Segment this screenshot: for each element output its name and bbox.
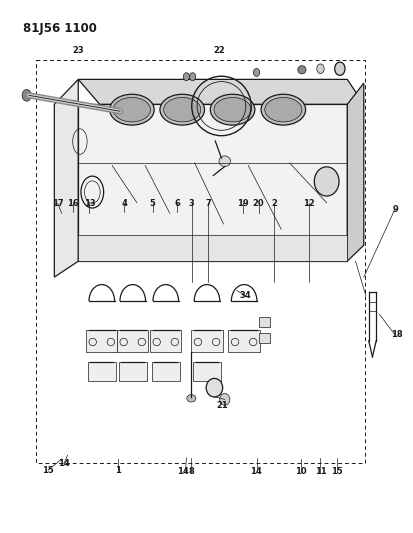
Bar [86, 330, 117, 352]
Text: 16: 16 [67, 199, 78, 208]
Ellipse shape [113, 98, 150, 122]
Ellipse shape [109, 94, 154, 125]
Text: 81J56 1100: 81J56 1100 [23, 22, 97, 35]
Bar [117, 330, 148, 352]
Text: 18: 18 [390, 330, 401, 339]
Text: 17: 17 [52, 199, 63, 208]
Polygon shape [78, 104, 347, 261]
Ellipse shape [334, 62, 344, 75]
Text: 14: 14 [58, 459, 69, 468]
Bar [36, 60, 364, 463]
Text: 21: 21 [216, 401, 228, 410]
Ellipse shape [214, 98, 251, 122]
Text: 6: 6 [174, 199, 180, 208]
Ellipse shape [159, 94, 204, 125]
Polygon shape [78, 235, 347, 261]
Ellipse shape [22, 90, 31, 101]
Text: 34: 34 [239, 290, 250, 300]
Ellipse shape [210, 94, 254, 125]
Text: 7: 7 [205, 199, 211, 208]
Text: 20: 20 [252, 199, 264, 208]
Ellipse shape [189, 72, 195, 80]
Bar [191, 330, 222, 352]
Ellipse shape [186, 394, 195, 402]
Text: 1: 1 [115, 466, 121, 474]
Bar [88, 362, 116, 381]
Text: 14: 14 [177, 467, 188, 476]
Text: 12: 12 [303, 199, 314, 208]
Text: 8: 8 [188, 467, 194, 476]
Text: 4: 4 [121, 199, 127, 208]
Bar [258, 333, 269, 343]
Text: 9: 9 [392, 205, 398, 214]
Text: 10: 10 [294, 467, 306, 476]
Text: 2: 2 [270, 199, 276, 208]
Ellipse shape [218, 156, 230, 166]
Ellipse shape [261, 94, 305, 125]
Bar [228, 330, 259, 352]
Ellipse shape [264, 98, 301, 122]
Bar [119, 362, 146, 381]
Text: 14: 14 [249, 467, 261, 476]
Text: 3: 3 [188, 199, 194, 208]
Bar [258, 317, 269, 327]
Text: 11: 11 [314, 467, 325, 476]
Circle shape [297, 66, 305, 74]
Ellipse shape [253, 68, 259, 76]
Polygon shape [347, 83, 363, 261]
Polygon shape [78, 79, 363, 104]
Ellipse shape [163, 98, 200, 122]
Bar [150, 330, 181, 352]
Ellipse shape [219, 393, 229, 405]
Ellipse shape [316, 64, 323, 74]
Text: 13: 13 [83, 199, 95, 208]
Ellipse shape [313, 167, 338, 196]
Text: 19: 19 [237, 199, 249, 208]
Text: 23: 23 [72, 46, 84, 55]
Text: 15: 15 [330, 467, 342, 476]
Ellipse shape [206, 378, 222, 397]
Polygon shape [54, 79, 78, 277]
Text: 22: 22 [213, 46, 225, 55]
Bar [192, 362, 221, 381]
Text: 15: 15 [42, 466, 54, 474]
Ellipse shape [183, 72, 189, 80]
Text: 5: 5 [149, 199, 155, 208]
Bar [151, 362, 179, 381]
